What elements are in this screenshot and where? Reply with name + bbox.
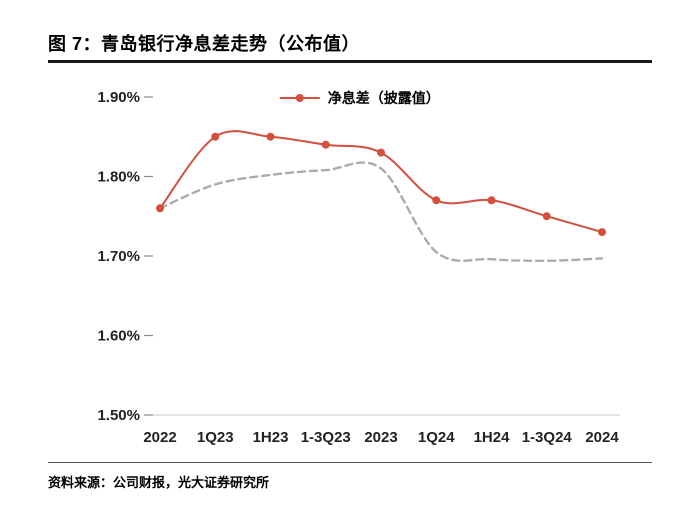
series-point-marker bbox=[432, 196, 441, 205]
x-tick-label: 2022 bbox=[143, 429, 176, 446]
x-tick-label: 2023 bbox=[364, 429, 397, 446]
series-point-marker bbox=[211, 132, 220, 141]
y-tick-label: 1.90% bbox=[97, 89, 140, 106]
series-point-marker bbox=[598, 228, 606, 237]
y-tick-label: 1.70% bbox=[97, 248, 140, 265]
legend-label: 净息差（披露值） bbox=[327, 90, 440, 106]
series-point-marker bbox=[542, 212, 551, 221]
chart-area: 净息差（披露值） 1.50% 1.60% 1.70% 1.80% 1.90% 2022 1Q… bbox=[45, 78, 665, 453]
x-tick-label: 1-3Q24 bbox=[522, 429, 573, 446]
x-tick-label: 1Q23 bbox=[197, 429, 234, 446]
legend: 净息差（披露值） bbox=[279, 88, 440, 108]
source-divider bbox=[48, 462, 652, 463]
series-point-marker bbox=[377, 148, 385, 157]
series-point-marker bbox=[266, 132, 275, 141]
x-tick-label: 1H24 bbox=[474, 429, 511, 446]
series-point-marker bbox=[487, 196, 496, 205]
series-point-marker bbox=[156, 204, 164, 213]
series-point-marker bbox=[321, 140, 330, 149]
y-tick-label: 1.60% bbox=[97, 328, 140, 345]
x-tick-label: 1-3Q23 bbox=[301, 429, 351, 446]
legend-dot-icon bbox=[295, 94, 304, 102]
chart-canvas: 1.50% 1.60% 1.70% 1.80% 1.90% 2022 1Q23 1H23 1-3… bbox=[97, 89, 620, 446]
y-tick-label: 1.80% bbox=[97, 169, 140, 186]
series-line bbox=[158, 161, 604, 263]
y-tick-label: 1.50% bbox=[97, 407, 140, 424]
x-tick-label: 2024 bbox=[585, 429, 619, 446]
legend-line-icon bbox=[279, 94, 320, 102]
figure-title: 图 7：青岛银行净息差走势（公布值） bbox=[48, 34, 361, 54]
x-tick-label: 1Q24 bbox=[418, 429, 455, 446]
x-tick-label: 1H23 bbox=[253, 429, 289, 446]
title-divider bbox=[48, 60, 652, 63]
source-note: 资料来源：公司财报，光大证券研究所 bbox=[48, 475, 270, 490]
